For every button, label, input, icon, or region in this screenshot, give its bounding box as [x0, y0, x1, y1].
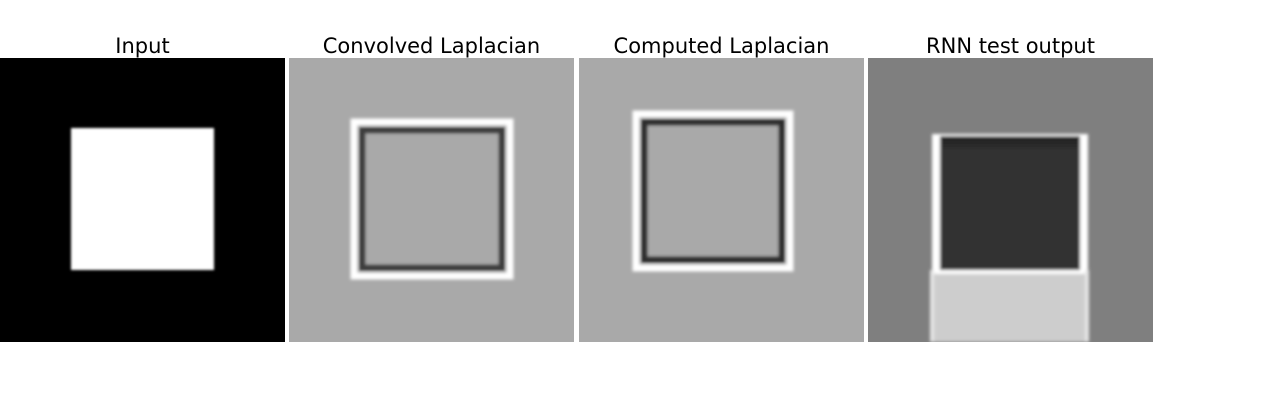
panel-title-convolved-laplacian: Convolved Laplacian [322, 34, 541, 58]
panel-input: Input [0, 0, 285, 342]
rnn-right-trail [1085, 270, 1089, 342]
computed-inner-edge [641, 119, 785, 263]
panel-rnn-test-output: RNN test output [868, 0, 1153, 342]
panel-title-input: Input [115, 34, 170, 58]
computed-outer-edge [632, 110, 794, 272]
panel-title-rnn-test-output: RNN test output [926, 34, 1095, 58]
rnn-left-trail [930, 270, 934, 342]
rnn-lower-band [930, 270, 1089, 342]
rnn-output-image [868, 58, 1153, 342]
convolved-outer-edge [350, 118, 514, 280]
input-image [0, 58, 285, 342]
panel-title-computed-laplacian: Computed Laplacian [613, 34, 830, 58]
convolved-inner-edge [359, 127, 505, 271]
panel-computed-laplacian: Computed Laplacian [579, 0, 864, 342]
computed-background [579, 58, 864, 342]
computed-laplacian-image [579, 58, 864, 342]
input-square [71, 128, 214, 270]
convolved-laplacian-image [289, 58, 574, 342]
panel-convolved-laplacian: Convolved Laplacian [289, 0, 574, 342]
convolved-background [289, 58, 574, 342]
rnn-dark-square [940, 136, 1080, 270]
